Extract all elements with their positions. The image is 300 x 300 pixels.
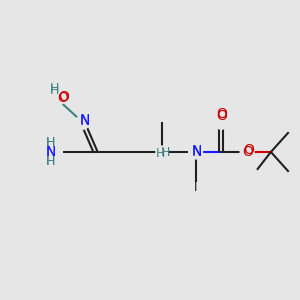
Circle shape — [189, 145, 202, 159]
Text: H: H — [46, 136, 56, 148]
Circle shape — [76, 115, 90, 129]
Text: O: O — [57, 92, 68, 106]
Text: N: N — [80, 114, 90, 128]
Circle shape — [156, 146, 168, 158]
Text: N: N — [80, 113, 90, 127]
Text: H: H — [46, 155, 56, 168]
Text: N: N — [46, 145, 56, 159]
Text: O: O — [243, 145, 254, 159]
Text: O: O — [244, 143, 254, 157]
Circle shape — [240, 145, 254, 159]
Text: N: N — [46, 145, 56, 159]
Text: N: N — [191, 144, 202, 158]
Text: O: O — [216, 107, 227, 121]
Text: N: N — [191, 145, 202, 159]
Text: H: H — [46, 155, 56, 168]
Text: H: H — [46, 136, 56, 148]
Text: H: H — [161, 146, 170, 160]
Circle shape — [51, 88, 67, 104]
Text: O: O — [216, 109, 227, 123]
Text: H: H — [156, 148, 166, 160]
Text: H: H — [50, 84, 60, 97]
Text: O: O — [58, 89, 69, 103]
Circle shape — [214, 115, 228, 129]
Text: l: l — [194, 181, 197, 194]
Text: H: H — [50, 82, 60, 95]
Circle shape — [41, 142, 61, 162]
